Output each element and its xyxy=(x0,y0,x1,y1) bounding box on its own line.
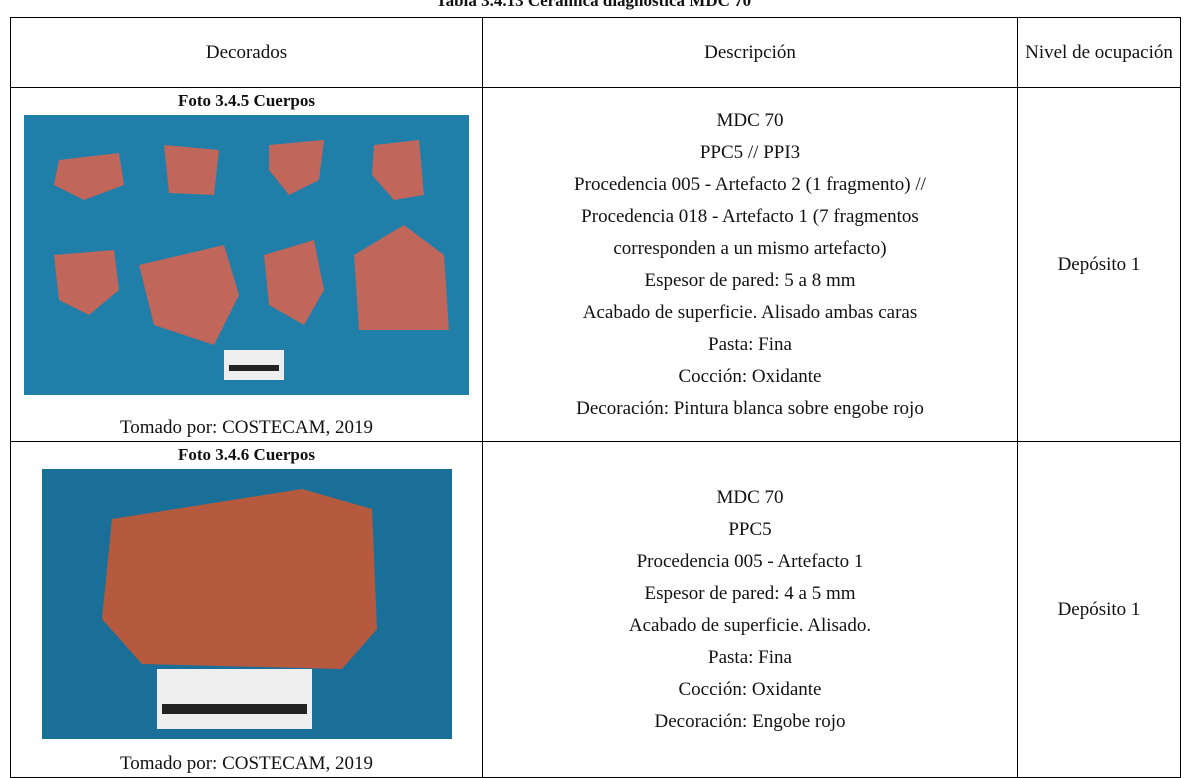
level-cell: Depósito 1 xyxy=(1017,87,1181,442)
photo-caption: Foto 3.4.5 Cuerpos xyxy=(178,91,315,110)
photo-credit: Tomado por: COSTECAM, 2019 xyxy=(119,753,374,774)
description-line: Espesor de pared: 5 a 8 mm xyxy=(644,269,856,291)
header-cell: Descripción xyxy=(482,17,1018,88)
description: MDC 70 PPC5 // PPI3 Procedencia 005 - Arte… xyxy=(482,87,1018,442)
description-line: MDC 70 xyxy=(716,486,784,508)
description-line: Pasta: Fina xyxy=(708,646,792,668)
photo xyxy=(24,115,469,395)
description-line: Decoración: Pintura blanca sobre engobe … xyxy=(576,397,924,419)
description-line: Decoración: Engobe rojo xyxy=(654,710,846,732)
description-line: Cocción: Oxidante xyxy=(678,678,822,700)
photo-credit: Tomado por: COSTECAM, 2019 xyxy=(119,417,374,438)
description-line: Acabado de superficie. Alisado ambas car… xyxy=(582,301,918,323)
description-line: corresponden a un mismo artefacto) xyxy=(613,237,887,259)
description: MDC 70 PPC5 Procedencia 005 - Artefacto 1 E… xyxy=(482,441,1018,778)
description-line: Procedencia 005 - Artefacto 1 xyxy=(636,550,864,572)
description-line: Cocción: Oxidante xyxy=(678,365,822,387)
table: Decorados Descripción Nivel de ocupación… xyxy=(10,17,1181,778)
photo xyxy=(41,469,452,739)
description-line: Procedencia 018 - Artefacto 1 (7 fragmen… xyxy=(581,205,919,227)
header-cell: Decorados xyxy=(10,17,483,88)
description-line: Acabado de superficie. Alisado. xyxy=(628,614,872,636)
level-cell: Depósito 1 xyxy=(1017,441,1181,778)
photo-cell: Foto 3.4.5 Cuerpos Tomado por: COSTECAM,… xyxy=(10,87,483,442)
description-line: PPC5 // PPI3 xyxy=(699,141,801,163)
description-line: MDC 70 xyxy=(716,109,784,131)
description-line: Pasta: Fina xyxy=(708,333,792,355)
table-title: Tabla 3.4.13 Cerámica diagnóstica MDC 70 xyxy=(435,0,752,10)
photo-cell: Foto 3.4.6 Cuerpos Tomado por: COSTECAM,… xyxy=(10,441,483,778)
photo-caption: Foto 3.4.6 Cuerpos xyxy=(178,445,315,464)
description-line: Procedencia 005 - Artefacto 2 (1 fragmen… xyxy=(574,173,926,195)
header-cell: Nivel de ocupación xyxy=(1017,17,1181,88)
description-line: PPC5 xyxy=(728,518,772,540)
description-line: Espesor de pared: 4 a 5 mm xyxy=(644,582,856,604)
